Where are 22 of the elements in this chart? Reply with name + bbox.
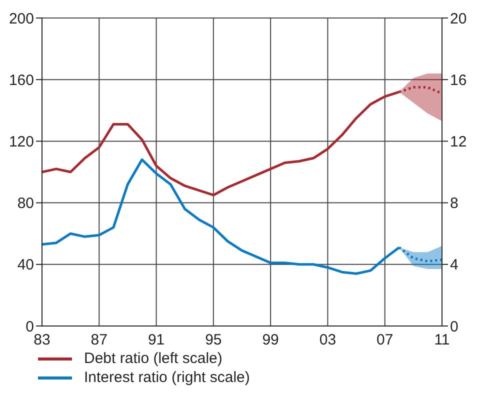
y-tick-label: 200: [8, 10, 34, 28]
legend-label: Interest ratio (right scale): [84, 369, 250, 386]
y-tick-label: 120: [8, 134, 34, 151]
y2-tick-label: 12: [450, 134, 467, 151]
x-tick-label: 99: [262, 332, 279, 349]
x-tick-label: 11: [434, 332, 450, 349]
x-tick-label: 03: [319, 332, 336, 349]
x-tick-label: 83: [34, 332, 50, 349]
x-tick-label: 07: [376, 332, 394, 349]
y-tick-label: 0: [26, 318, 34, 336]
x-tick-label: 87: [90, 332, 108, 349]
y-tick-label: 80: [17, 195, 34, 212]
x-tick-label: 91: [148, 332, 165, 349]
y-tick-label: 160: [8, 72, 34, 89]
y2-tick-label: 16: [450, 72, 467, 89]
y-tick-label: 40: [17, 256, 34, 274]
legend-label: Debt ratio (left scale): [84, 350, 222, 367]
y2-tick-label: 20: [450, 10, 467, 28]
x-tick-label: 95: [205, 332, 222, 349]
y2-tick-label: 4: [450, 256, 458, 274]
y2-tick-label: 0: [450, 318, 458, 336]
y2-tick-label: 8: [450, 195, 458, 212]
